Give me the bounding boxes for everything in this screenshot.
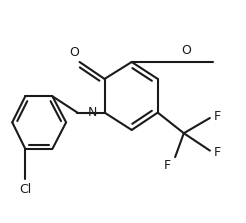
- Text: O: O: [69, 46, 79, 59]
- Text: Cl: Cl: [19, 183, 31, 196]
- Text: F: F: [164, 159, 171, 172]
- Text: F: F: [214, 146, 221, 159]
- Text: F: F: [214, 110, 221, 123]
- Text: N: N: [88, 106, 98, 119]
- Text: O: O: [181, 44, 191, 57]
